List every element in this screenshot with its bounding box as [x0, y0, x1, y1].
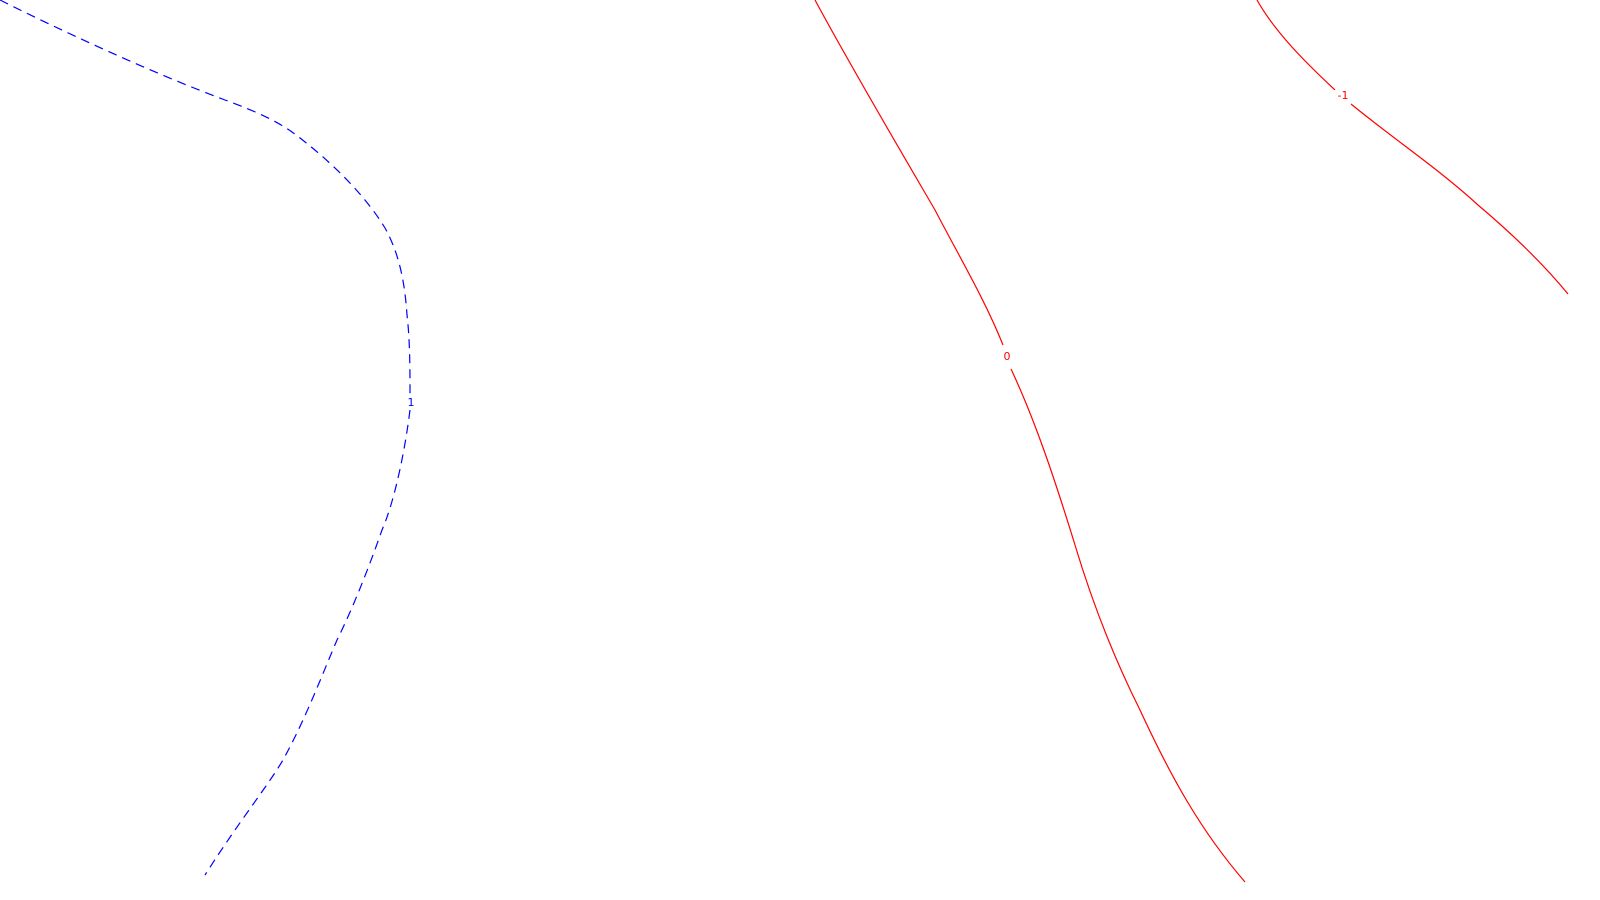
contour-label-bg: [1334, 90, 1352, 103]
contour-line-level-0: [814, 0, 1004, 346]
contour-label-level-1: 1: [408, 396, 415, 409]
contour-line-level-1: [0, 0, 411, 396]
contour-label-bg: [1000, 351, 1014, 364]
contour-line-level-neg1: [1256, 0, 1336, 91]
contour-level-0: 0: [814, 0, 1246, 883]
contour-line-level-0: [1010, 368, 1246, 883]
contour-line-level-neg1: [1350, 103, 1569, 295]
contour-label-level-neg1: -1: [1338, 89, 1349, 102]
contour-level-1: 1: [0, 0, 418, 876]
contour-label-bg: [404, 396, 418, 410]
contour-label-level-0: 0: [1004, 350, 1011, 363]
contour-level-neg1: -1: [1256, 0, 1569, 295]
contour-line-level-1: [204, 409, 411, 876]
